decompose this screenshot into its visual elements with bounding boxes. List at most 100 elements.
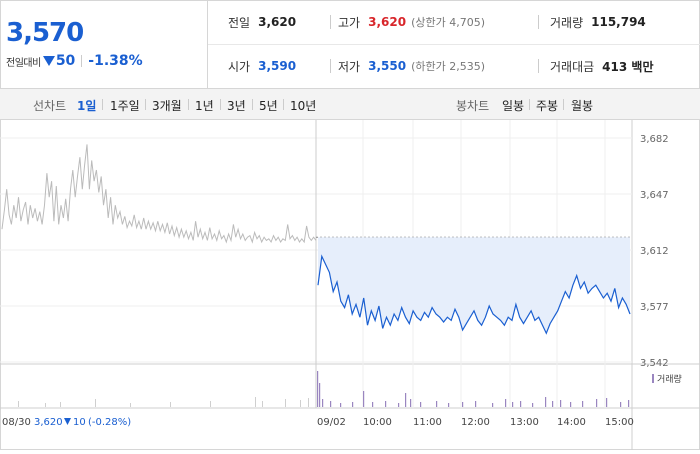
prev-day-line <box>1 144 317 244</box>
prev-day-percent: (-0.28%) <box>88 417 131 428</box>
volume-bar-today <box>385 401 387 407</box>
divider <box>81 55 83 67</box>
volume-label: 거래량 <box>550 15 584 30</box>
change-percent: -1.38% <box>88 53 143 69</box>
summary-prev-close: 전일 3,620 <box>228 0 296 44</box>
volume-bar-today <box>492 403 494 407</box>
summary-trade-value: 거래대금 413 백만 <box>550 44 653 88</box>
volume-bar-today <box>372 402 374 407</box>
divider <box>102 99 103 110</box>
prev-close-label: 전일 <box>228 15 251 30</box>
down-arrow-icon <box>42 56 55 66</box>
volume-bar-today <box>420 402 422 407</box>
volume-legend-swatch <box>652 374 654 383</box>
open-label: 시가 <box>228 59 251 74</box>
change-value: 50 <box>55 53 76 69</box>
volume-bar-prev <box>170 402 171 407</box>
volume-bar-today <box>606 398 608 407</box>
volume-bar-today <box>340 403 342 407</box>
volume-bar-today <box>512 402 514 407</box>
volume-bar-today <box>628 400 630 407</box>
volume-bar-prev <box>18 401 19 407</box>
prev-day-change: 10 <box>73 417 86 428</box>
volume-bar-prev <box>308 398 309 407</box>
current-price-box: 3,570 전일대비 50 -1.38% <box>0 0 208 88</box>
volume-bar-today <box>620 402 622 407</box>
x-tick-label: 12:00 <box>461 417 490 428</box>
volume-bar-today <box>363 391 365 407</box>
volume-bar-today <box>322 399 324 407</box>
volume-bar-today <box>462 402 464 407</box>
volume-bar-today <box>436 401 438 407</box>
summary-low: 저가 3,550 (하한가 2,535) <box>338 44 485 88</box>
x-tick-label: 14:00 <box>557 417 586 428</box>
volume-bar-prev <box>300 400 301 407</box>
prev-close-value: 3,620 <box>258 15 297 29</box>
volume-bar-today <box>405 393 407 407</box>
divider <box>252 99 253 110</box>
divider <box>538 59 539 73</box>
y-tick-label: 3,682 <box>640 134 669 145</box>
prev-day-close: 3,620 <box>34 417 63 428</box>
candle-weekly[interactable]: 주봉 <box>536 99 559 113</box>
summary-row-2: 시가 3,590 저가 3,550 (하한가 2,535) 거래대금 413 백… <box>208 44 700 88</box>
trade-value-value: 413 백만 <box>602 59 654 74</box>
volume-bar-prev <box>60 402 61 407</box>
summary-high: 고가 3,620 (상한가 4,705) <box>338 0 485 44</box>
volume-bar-today <box>596 399 598 407</box>
low-value: 3,550 <box>368 59 407 73</box>
divider <box>220 99 221 110</box>
y-tick-label: 3,647 <box>640 190 669 201</box>
price-chart-svg: 3,682 3,647 3,612 3,577 3,542 09/02 10:00 11:00… <box>0 120 700 450</box>
period-1y[interactable]: 1년 <box>195 99 214 113</box>
volume-bar-today <box>552 401 554 407</box>
volume-bar-today <box>505 399 507 407</box>
period-3y[interactable]: 3년 <box>227 99 246 113</box>
volume-bar-prev <box>130 403 131 407</box>
price-chart: 3,682 3,647 3,612 3,577 3,542 09/02 10:00 11:00… <box>0 120 700 450</box>
period-1w[interactable]: 1주일 <box>110 99 140 113</box>
period-3m[interactable]: 3개월 <box>152 99 182 113</box>
period-10y[interactable]: 10년 <box>290 99 317 113</box>
candle-daily[interactable]: 일봉 <box>502 99 525 113</box>
volume-bar-today <box>317 371 319 407</box>
divider <box>283 99 284 110</box>
volume-bar-today <box>319 383 321 407</box>
x-tick-label: 15:00 <box>605 417 634 428</box>
summary-volume: 거래량 115,794 <box>550 0 646 44</box>
volume-bar-today <box>475 401 477 407</box>
divider <box>563 99 564 110</box>
high-value: 3,620 <box>368 15 407 29</box>
volume-bar-today <box>570 402 572 407</box>
volume-bar-today <box>352 402 354 407</box>
volume-bar-today <box>410 399 412 407</box>
volume-value: 115,794 <box>591 15 646 29</box>
down-arrow-icon <box>64 418 71 425</box>
trade-value-label: 거래대금 <box>550 59 595 74</box>
candle-monthly[interactable]: 월봉 <box>571 99 594 113</box>
volume-bar-today <box>560 400 562 407</box>
change-line: 전일대비 50 -1.38% <box>6 53 143 69</box>
x-tick-label: 11:00 <box>413 417 442 428</box>
prev-day-date: 08/30 <box>2 417 31 428</box>
y-tick-label: 3,542 <box>640 358 669 369</box>
summary-open: 시가 3,590 <box>228 44 296 88</box>
quote-header: 3,570 전일대비 50 -1.38% 전일 3,620 고가 3,620 (… <box>0 0 700 89</box>
period-1d[interactable]: 1일 <box>77 99 97 113</box>
chart-toolbar: 선차트 1일 1주일 3개월 1년 3년 5년 10년 봉차트 일봉 주봉 월봉 <box>0 89 700 120</box>
volume-bar-today <box>545 397 547 407</box>
divider <box>529 99 530 110</box>
divider <box>145 99 146 110</box>
divider <box>188 99 189 110</box>
volume-bar-today <box>398 403 400 407</box>
open-value: 3,590 <box>258 59 297 73</box>
divider <box>538 15 539 29</box>
volume-bar-prev <box>285 399 286 407</box>
upper-limit: (상한가 4,705) <box>411 16 485 29</box>
low-label: 저가 <box>338 59 361 74</box>
x-tick-label: 10:00 <box>363 417 392 428</box>
volume-bar-today <box>520 401 522 407</box>
y-tick-label: 3,577 <box>640 302 669 313</box>
y-tick-label: 3,612 <box>640 246 669 257</box>
period-5y[interactable]: 5년 <box>259 99 278 113</box>
